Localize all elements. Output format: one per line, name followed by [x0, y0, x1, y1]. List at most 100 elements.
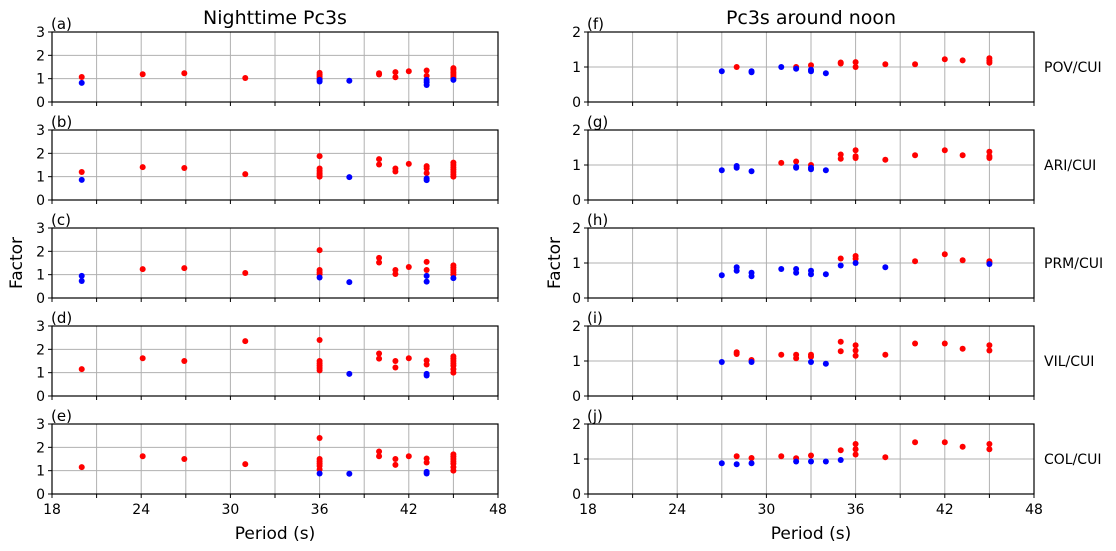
- y-axis-label: Factor: [545, 237, 565, 289]
- data-point-red: [882, 61, 889, 68]
- data-point-red: [837, 338, 844, 345]
- x-tick-label: 48: [1025, 502, 1043, 518]
- station-label: PRM/CUI: [1044, 256, 1103, 272]
- panel-e: 0 1 2 3 (e) 18 24 30 36 42 48 Period (s): [36, 407, 507, 544]
- panel-label: (j): [587, 407, 603, 425]
- panel-label: (g): [587, 113, 608, 131]
- panel-label: (h): [587, 211, 608, 229]
- data-point-red: [959, 443, 966, 450]
- data-point-red: [450, 369, 457, 376]
- y-tick-label: 2: [572, 319, 581, 335]
- data-point-red: [423, 361, 430, 368]
- data-point-blue: [423, 372, 430, 379]
- data-point-red: [392, 364, 399, 371]
- panel-a: 0 1 2 3 (a): [36, 15, 499, 111]
- data-point-blue: [748, 69, 755, 76]
- data-point-red: [242, 270, 249, 277]
- data-point-red: [181, 265, 188, 272]
- panel-label: (a): [51, 15, 72, 33]
- data-point-red: [959, 345, 966, 352]
- x-tick-label: 36: [311, 502, 329, 518]
- data-point-red: [392, 358, 399, 364]
- data-point-red: [986, 347, 993, 354]
- data-point-red: [986, 59, 993, 66]
- data-point-red: [852, 440, 859, 447]
- data-point-red: [986, 440, 993, 447]
- data-point-red: [376, 70, 383, 77]
- y-tick-label: 2: [572, 123, 581, 139]
- y-tick-label: 0: [572, 95, 581, 111]
- data-point-red: [78, 74, 85, 81]
- station-label: VIL/CUI: [1044, 354, 1094, 370]
- x-tick-label: 30: [757, 502, 775, 518]
- data-point-red: [778, 159, 785, 166]
- data-point-red: [242, 338, 249, 345]
- data-point-blue: [346, 279, 353, 286]
- data-point-red: [733, 453, 740, 460]
- data-point-blue: [793, 65, 800, 72]
- data-point-red: [852, 446, 859, 453]
- data-point-red: [882, 351, 889, 358]
- data-point-blue: [986, 261, 993, 268]
- panel-h: 0 1 2 (h) PRM/CUI: [572, 211, 1103, 307]
- data-point-blue: [748, 460, 755, 467]
- data-point-red: [392, 456, 399, 462]
- points: [718, 338, 993, 367]
- panel-label: (i): [587, 309, 603, 327]
- data-point-red: [181, 358, 188, 364]
- panel-g: 0 1 2 (g) ARI/CUI: [572, 113, 1096, 209]
- data-point-blue: [852, 260, 859, 266]
- data-point-blue: [808, 271, 814, 278]
- x-axis-label: Period (s): [235, 524, 316, 544]
- data-point-red: [139, 71, 146, 78]
- data-point-red: [392, 461, 399, 468]
- data-point-red: [912, 61, 919, 68]
- data-point-blue: [822, 458, 829, 465]
- data-point-red: [837, 151, 844, 158]
- points: [78, 247, 457, 286]
- data-point-red: [405, 355, 412, 362]
- data-point-red: [852, 342, 859, 349]
- points: [78, 337, 457, 379]
- data-point-red: [852, 347, 859, 354]
- data-point-red: [882, 156, 889, 163]
- data-point-red: [450, 467, 457, 474]
- data-point-red: [852, 155, 859, 161]
- data-point-red: [376, 453, 383, 460]
- data-point-red: [376, 355, 383, 362]
- y-tick-label: 0: [36, 389, 45, 405]
- data-point-blue: [733, 461, 740, 468]
- data-point-blue: [793, 269, 800, 276]
- data-point-red: [852, 451, 859, 458]
- panel-label: (b): [51, 113, 72, 131]
- data-point-red: [181, 456, 188, 462]
- data-point-red: [405, 160, 412, 167]
- data-point-red: [139, 266, 146, 273]
- station-label: ARI/CUI: [1044, 158, 1096, 174]
- y-tick-label: 2: [36, 146, 45, 162]
- data-point-blue: [450, 275, 457, 282]
- y-tick-label: 1: [572, 452, 581, 468]
- data-point-red: [405, 68, 412, 75]
- y-tick-label: 2: [36, 48, 45, 64]
- data-point-red: [852, 255, 859, 262]
- y-tick-label: 3: [36, 123, 45, 139]
- points: [78, 153, 457, 184]
- data-point-red: [748, 454, 755, 461]
- data-point-red: [852, 147, 859, 154]
- y-tick-label: 1: [572, 158, 581, 174]
- y-tick-label: 0: [572, 389, 581, 405]
- y-tick-label: 0: [36, 487, 45, 503]
- data-point-blue: [718, 272, 725, 279]
- y-tick-label: 1: [36, 366, 45, 382]
- points: [718, 251, 993, 280]
- data-point-red: [316, 153, 323, 160]
- data-point-blue: [778, 64, 785, 70]
- data-point-red: [316, 367, 323, 374]
- data-point-red: [242, 171, 249, 178]
- y-tick-label: 0: [36, 193, 45, 209]
- chart-column-1: Nighttime Pc3s Factor 0 1 2 3 (a) 0 1 2 3 (b) 0 1 2 3 (c…: [7, 7, 507, 544]
- data-point-red: [837, 255, 844, 262]
- data-point-red: [376, 161, 383, 168]
